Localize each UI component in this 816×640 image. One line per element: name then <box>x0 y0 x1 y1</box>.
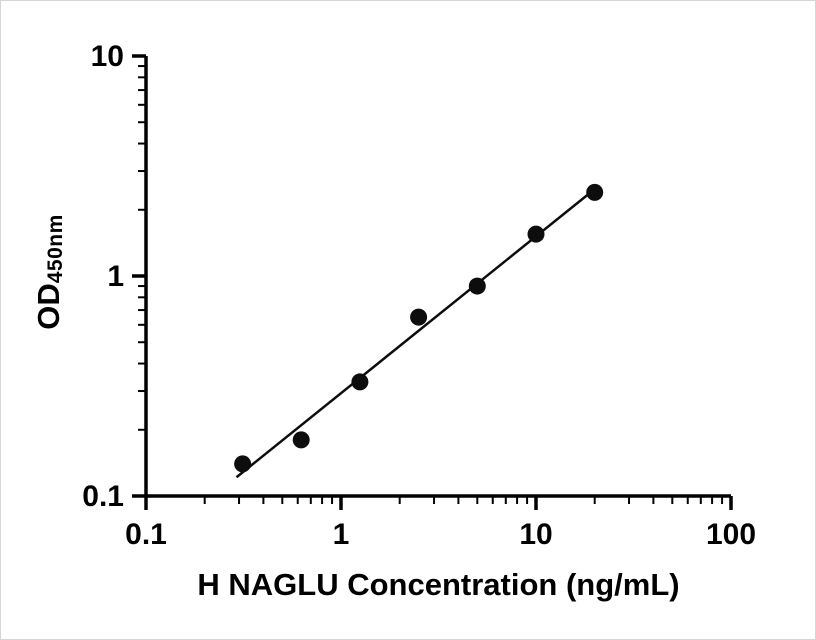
y-axis-title-main: OD <box>31 283 66 330</box>
y-axis-title: OD 450nm <box>28 122 70 422</box>
x-axis-title: H NAGLU Concentration (ng/mL) <box>197 567 680 602</box>
y-axis-title-subscript: 450nm <box>44 214 67 284</box>
x-tick-label: 1 <box>333 518 350 551</box>
data-point <box>586 183 604 201</box>
data-point <box>292 431 310 449</box>
y-tick-label: 1 <box>107 260 124 293</box>
data-point <box>410 308 428 326</box>
y-tick-label: 0.1 <box>82 480 124 513</box>
axis-spines <box>144 56 731 498</box>
x-tick-label: 100 <box>706 518 756 551</box>
data-point <box>468 277 486 295</box>
data-point <box>234 455 252 473</box>
x-tick-label: 10 <box>519 518 552 551</box>
data-point <box>351 373 369 391</box>
y-tick-label: 10 <box>91 40 124 73</box>
x-tick-label: 0.1 <box>125 518 167 551</box>
data-point <box>527 225 545 243</box>
